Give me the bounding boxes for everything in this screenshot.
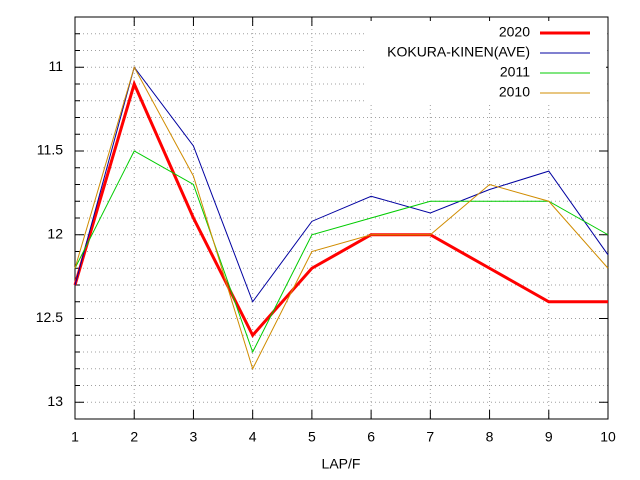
legend-label: KOKURA-KINEN(AVE): [387, 44, 530, 60]
y-tick-label: 11.5: [37, 142, 63, 158]
y-tick-label: 13: [47, 393, 63, 409]
legend-box: [366, 21, 606, 105]
x-tick-label: 10: [600, 429, 616, 445]
legend-label: 2011: [500, 64, 530, 80]
legend-label: 2010: [499, 84, 530, 100]
x-tick-label: 1: [71, 429, 79, 445]
y-tick-label: 12.5: [36, 309, 63, 325]
x-axis-label: LAP/F: [322, 456, 361, 472]
x-tick-label: 2: [130, 429, 138, 445]
x-tick-label: 8: [486, 429, 494, 445]
x-tick-label: 4: [249, 429, 257, 445]
series-line: [74, 65, 609, 371]
legend-label: 2020: [499, 24, 530, 40]
y-tick-label: 12: [47, 225, 63, 241]
x-tick-label: 5: [308, 429, 316, 445]
series-line: [74, 150, 609, 354]
series-line: [74, 66, 609, 303]
series-line: [73, 79, 608, 338]
y-tick-label: 11: [48, 58, 63, 74]
plot-border: [74, 16, 609, 420]
x-tick-label: 9: [545, 429, 553, 445]
x-tick-label: 3: [190, 429, 198, 445]
x-tick-label: 6: [367, 429, 375, 445]
x-tick-label: 7: [426, 429, 434, 445]
